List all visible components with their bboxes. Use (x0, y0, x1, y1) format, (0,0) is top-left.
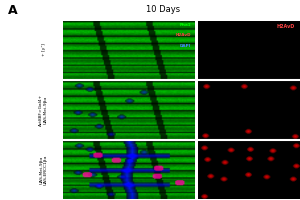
Text: + [y¹]: + [y¹] (41, 44, 46, 56)
Text: H2AvD: H2AvD (277, 24, 295, 29)
Text: Pha1: Pha1 (179, 23, 191, 27)
Text: DAPI: DAPI (180, 44, 191, 48)
Text: Act88F>Gal4+
UAS-Mei-9βα: Act88F>Gal4+ UAS-Mei-9βα (39, 94, 48, 126)
Text: H2AvD: H2AvD (176, 33, 191, 37)
Text: UAS-Mei-9βα
UAS-ERCC1βα: UAS-Mei-9βα UAS-ERCC1βα (39, 155, 48, 185)
Text: A: A (8, 3, 18, 17)
Text: 10 Days: 10 Days (146, 5, 181, 15)
